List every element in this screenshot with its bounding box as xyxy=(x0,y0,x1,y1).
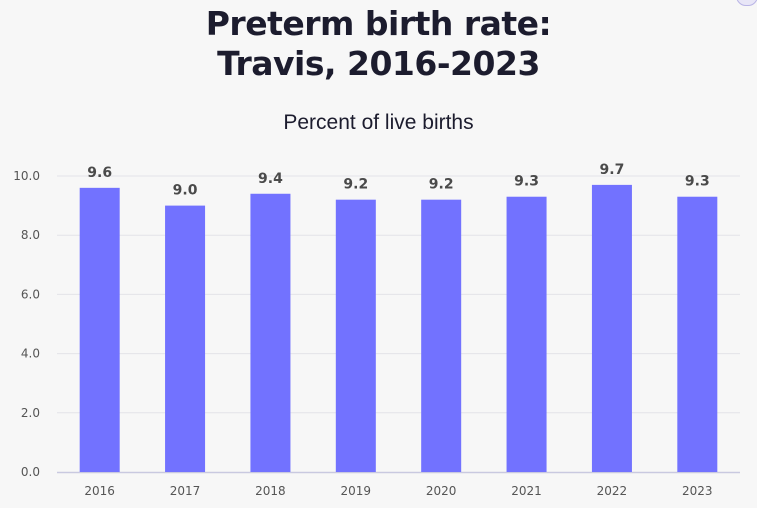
bar xyxy=(79,187,120,472)
bar xyxy=(421,199,462,472)
data-label: 9.2 xyxy=(429,177,454,193)
data-label: 9.7 xyxy=(600,162,625,178)
y-tick-label: 2.0 xyxy=(21,406,40,420)
bar xyxy=(335,199,376,472)
y-tick-label: 10.0 xyxy=(13,169,40,183)
y-tick-label: 8.0 xyxy=(21,228,40,242)
bar xyxy=(591,184,632,472)
data-label: 9.6 xyxy=(87,165,112,181)
x-tick-label: 2021 xyxy=(511,484,542,498)
x-tick-label: 2019 xyxy=(341,484,372,498)
x-tick-label: 2022 xyxy=(597,484,628,498)
bar xyxy=(506,196,547,472)
data-label: 9.3 xyxy=(514,174,539,190)
bar xyxy=(250,193,291,472)
data-label: 9.4 xyxy=(258,171,283,187)
bar xyxy=(165,205,206,472)
x-tick-label: 2016 xyxy=(84,484,115,498)
x-tick-label: 2023 xyxy=(682,484,713,498)
x-tick-label: 2020 xyxy=(426,484,457,498)
data-label: 9.3 xyxy=(685,174,710,190)
x-tick-label: 2018 xyxy=(255,484,286,498)
y-tick-label: 6.0 xyxy=(21,287,40,301)
bar xyxy=(677,196,718,472)
chart-title-line1: Preterm birth rate: xyxy=(205,4,552,43)
data-label: 9.2 xyxy=(343,177,368,193)
chart-title-line2: Travis, 2016-2023 xyxy=(217,44,540,83)
chart-subtitle: Percent of live births xyxy=(283,111,474,134)
y-tick-label: 0.0 xyxy=(21,465,40,479)
data-label: 9.0 xyxy=(173,183,198,199)
y-tick-label: 4.0 xyxy=(21,347,40,361)
x-tick-label: 2017 xyxy=(170,484,201,498)
